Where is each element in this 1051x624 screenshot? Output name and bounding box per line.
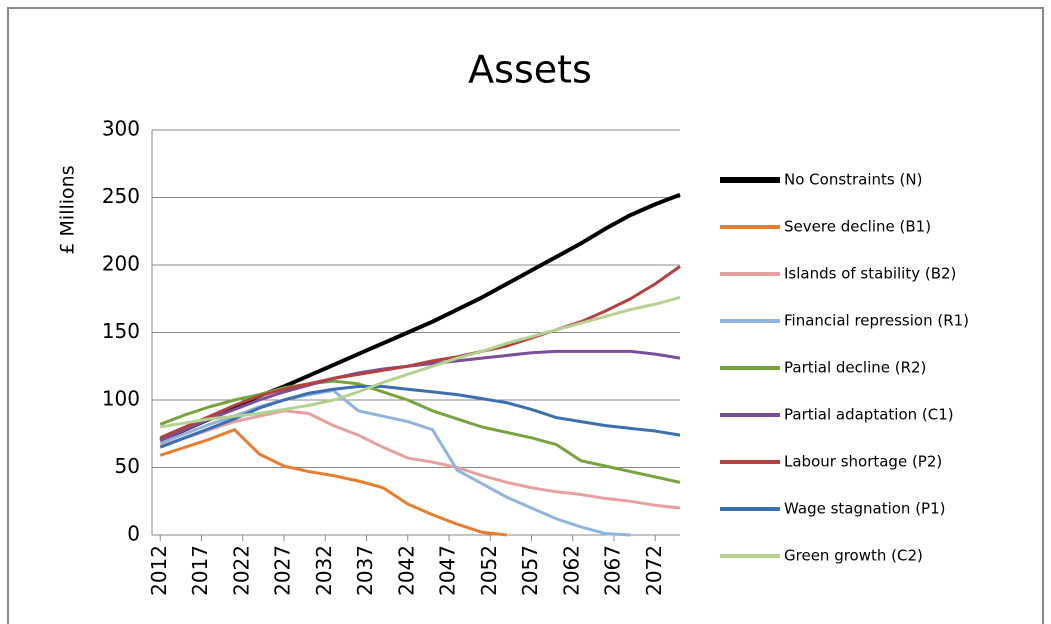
y-tick-label: 300: [102, 117, 140, 141]
legend-label: Wage stagnation (P1): [784, 500, 945, 518]
x-tick-label: 2027: [271, 545, 295, 596]
line-series: [160, 295, 681, 429]
legend-label: Financial repression (R1): [784, 312, 969, 330]
x-tick-label: 2017: [188, 545, 212, 596]
x-tick-label: 2022: [229, 545, 253, 596]
legend-label: Partial adaptation (C1): [784, 406, 954, 424]
x-tick-label: 2052: [477, 545, 501, 596]
y-tick-label: 250: [102, 184, 140, 208]
line-series: [159, 409, 681, 510]
x-tick-label: 2042: [394, 545, 418, 596]
legend-label: Green growth (C2): [784, 547, 923, 565]
x-tick-label: 2037: [353, 545, 377, 596]
x-tick-label: 2047: [436, 545, 460, 596]
x-tick-label: 2072: [642, 545, 666, 596]
line-series: [159, 379, 681, 484]
x-tick-label: 2012: [147, 545, 171, 596]
legend-label: Partial decline (R2): [784, 359, 926, 377]
legend-label: Islands of stability (B2): [784, 265, 956, 283]
y-tick-label: 50: [115, 454, 140, 478]
line-series: [159, 265, 681, 440]
chart-title: Assets: [468, 48, 592, 92]
x-tick-label: 2067: [601, 545, 625, 596]
line-series: [159, 428, 507, 537]
frame: [7, 7, 1044, 624]
x-tick-label: 2062: [559, 545, 583, 596]
y-tick-label: 100: [102, 387, 140, 411]
x-tick-label: 2032: [312, 545, 336, 596]
y-axis-label: £ Millions: [57, 165, 79, 254]
legend-label: No Constraints (N): [784, 171, 922, 189]
y-tick-label: 0: [127, 522, 140, 546]
x-tick-label: 2057: [518, 545, 542, 596]
legend-label: Labour shortage (P2): [784, 453, 942, 471]
y-tick-label: 200: [102, 252, 140, 276]
legend-label: Severe decline (B1): [784, 218, 931, 236]
y-tick-label: 150: [102, 319, 140, 343]
